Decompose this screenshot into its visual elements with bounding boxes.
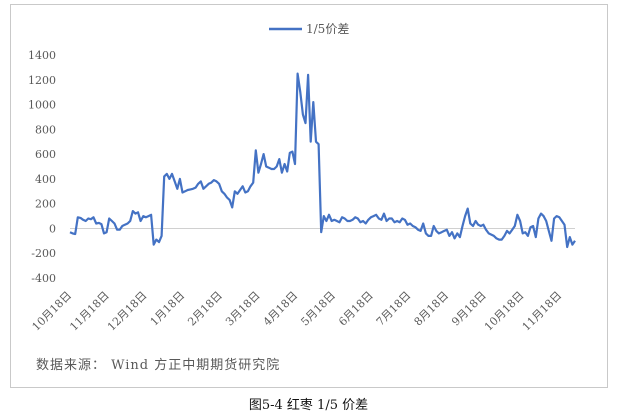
y-tick-label: 1000 xyxy=(28,99,56,112)
y-tick-label: 1400 xyxy=(28,49,56,62)
y-tick-label: 600 xyxy=(35,148,56,161)
x-tick-label: 4月18日 xyxy=(261,289,301,329)
x-tick-label: 6月18日 xyxy=(336,289,376,329)
y-axis: -400 -200 0 200 400 600 800 1000 1200 1400 xyxy=(28,49,56,285)
source-note: 数据来源： Wind 方正中期期货研究院 xyxy=(36,358,281,373)
x-tick-label: 1月18日 xyxy=(148,289,188,329)
legend: 1/5价差 xyxy=(269,22,349,36)
x-tick-label: 3月18日 xyxy=(223,289,263,329)
figure-caption: 图5-4 红枣 1/5 价差 xyxy=(248,398,369,413)
legend-label: 1/5价差 xyxy=(306,22,349,36)
y-tick-label: -400 xyxy=(31,272,56,285)
chart-frame xyxy=(10,4,608,388)
series-line-1-5-spread xyxy=(69,72,576,249)
y-tick-label: -200 xyxy=(31,247,56,260)
x-tick-label: 10月18日 xyxy=(30,289,75,334)
x-tick-label: 2月18日 xyxy=(185,289,225,329)
x-tick-label: 11月18日 xyxy=(67,289,112,334)
y-tick-label: 0 xyxy=(49,222,56,235)
x-tick-label: 5月18日 xyxy=(298,289,338,329)
x-tick-label: 10月18日 xyxy=(482,289,527,334)
y-tick-label: 1200 xyxy=(28,74,56,87)
x-axis: 10月18日11月18日12月18日1月18日2月18日3月18日4月18日5月… xyxy=(30,289,565,334)
y-tick-label: 800 xyxy=(35,123,56,136)
y-tick-label: 200 xyxy=(35,198,56,211)
x-tick-label: 7月18日 xyxy=(374,289,414,329)
x-tick-label: 11月18日 xyxy=(520,289,565,334)
x-tick-label: 8月18日 xyxy=(412,289,452,329)
x-tick-label: 12月18日 xyxy=(105,289,150,334)
y-tick-label: 400 xyxy=(35,173,56,186)
